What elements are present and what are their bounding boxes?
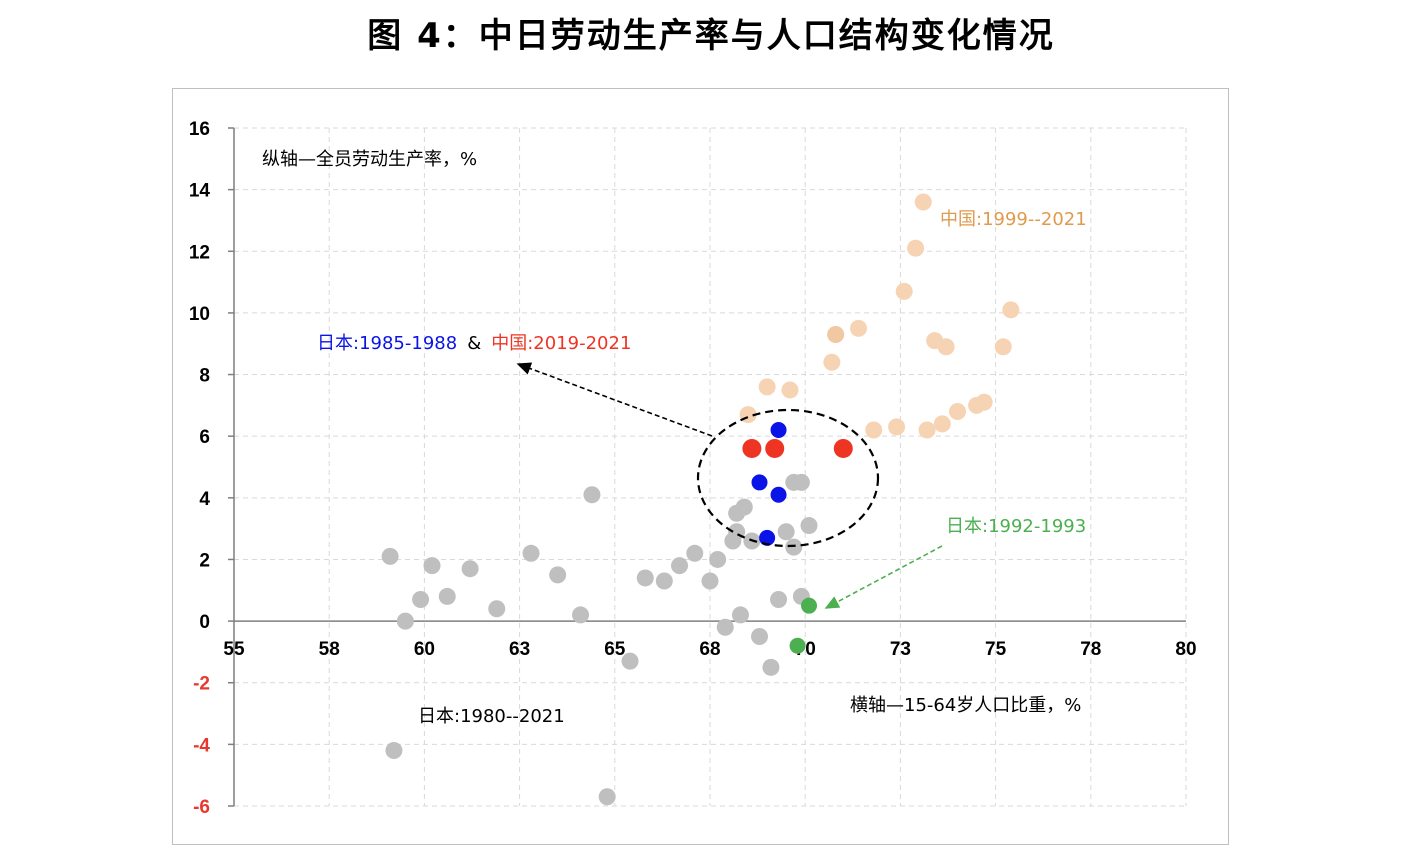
point-japan-1980-2021: [655, 572, 673, 590]
point-japan-1980-2021: [396, 612, 414, 630]
point-china-1999-2021: [1002, 301, 1020, 319]
point-japan-1980-2021: [488, 600, 506, 618]
point-japan-1980-2021: [716, 618, 734, 636]
y-tick-label: -4: [193, 735, 210, 756]
x-tick-label: 80: [1175, 639, 1196, 660]
point-japan-1980-2021: [461, 560, 479, 578]
blue-red-label: 日本:1985-1988 & 中国:2019-2021: [317, 333, 631, 354]
point-japan-1980-2021: [385, 742, 403, 760]
y-tick-label: 8: [199, 366, 210, 387]
x-tick-label: 58: [319, 639, 340, 660]
ampersand-label: &: [467, 333, 481, 354]
point-japan-1980-2021: [583, 486, 601, 504]
x-tick-label: 75: [985, 639, 1007, 660]
point-japan-1980-2021: [598, 788, 616, 806]
point-japan-1980-2021: [709, 550, 727, 568]
point-japan-1985-1988: [751, 474, 768, 491]
point-japan-1980-2021: [777, 523, 795, 541]
point-china-1999-2021: [827, 325, 845, 343]
annotation-arrow-black: [516, 362, 713, 437]
point-china-2019-2021: [765, 439, 785, 459]
point-japan-1980-2021: [671, 557, 689, 575]
point-japan-1980-2021: [686, 544, 704, 562]
point-japan-1980-2021: [762, 658, 780, 676]
x-tick-label: 63: [509, 639, 530, 660]
figure-title: 图 4：中日劳动生产率与人口结构变化情况: [367, 16, 1055, 56]
point-china-1999-2021: [888, 418, 906, 436]
point-japan-1985-1988: [770, 422, 787, 439]
point-japan-1980-2021: [792, 473, 810, 491]
point-japan-1980-2021: [522, 544, 540, 562]
point-japan-1980-2021: [770, 591, 788, 609]
y-tick-label: 10: [189, 304, 210, 325]
data-points: [381, 193, 1020, 806]
point-china-1999-2021: [937, 338, 955, 356]
y-tick-label: 14: [189, 181, 211, 202]
y-tick-label: 12: [189, 242, 210, 263]
japan-1980-2021-label: 日本:1980--2021: [418, 706, 565, 727]
point-china-1999-2021: [758, 378, 776, 396]
x-tick-label: 65: [604, 639, 626, 660]
china-range-label: 中国:1999--2021: [940, 209, 1087, 230]
japan-1992-1993-label: 日本:1992-1993: [946, 516, 1086, 537]
point-japan-1980-2021: [735, 498, 753, 516]
japan-1985-1988-label: 日本:1985-1988: [317, 333, 457, 354]
y-tick-label: -2: [193, 674, 210, 695]
point-china-1999-2021: [918, 421, 936, 439]
x-tick-label: 68: [699, 639, 720, 660]
y-tick-label: 0: [199, 612, 210, 633]
china-2019-2021-label: 中国:2019-2021: [491, 333, 631, 354]
point-japan-1980-2021: [621, 652, 639, 670]
x-tick-label: 55: [223, 639, 245, 660]
x-tick-label: 73: [890, 639, 911, 660]
point-japan-1980-2021: [572, 606, 590, 624]
point-japan-1980-2021: [731, 606, 749, 624]
point-japan-1992-1993: [801, 597, 818, 614]
point-japan-1980-2021: [751, 628, 769, 645]
x-tick-label: 78: [1080, 639, 1101, 660]
point-japan-1980-2021: [800, 517, 818, 535]
y-tick-label: 4: [199, 489, 210, 510]
point-china-1999-2021: [914, 193, 932, 211]
point-japan-1980-2021: [438, 587, 456, 605]
point-china-1999-2021: [865, 421, 883, 439]
point-china-2019-2021: [833, 439, 853, 459]
point-china-2019-2021: [742, 439, 762, 459]
y-axis-note: 纵轴—全员劳动生产率，%: [262, 149, 477, 170]
annotation-arrow-green: [824, 545, 943, 609]
point-japan-1980-2021: [423, 557, 441, 575]
y-tick-label: 16: [189, 119, 210, 140]
point-japan-1992-1993: [789, 637, 806, 654]
point-japan-1985-1988: [759, 529, 776, 546]
chart-frame: [172, 88, 1229, 845]
axes: [228, 127, 1186, 807]
y-tick-label: -6: [193, 797, 210, 818]
point-china-1999-2021: [907, 239, 925, 257]
point-japan-1980-2021: [549, 566, 567, 584]
y-tick-label: 6: [199, 427, 210, 448]
point-japan-1980-2021: [381, 547, 399, 565]
point-china-1999-2021: [933, 415, 951, 433]
point-china-1999-2021: [823, 353, 841, 371]
point-japan-1980-2021: [701, 572, 719, 590]
point-japan-1980-2021: [636, 569, 654, 587]
point-japan-1980-2021: [785, 538, 803, 556]
point-china-1999-2021: [975, 393, 993, 411]
y-tick-label: 2: [199, 550, 210, 571]
point-china-1999-2021: [850, 319, 868, 337]
point-japan-1985-1988: [770, 486, 787, 503]
x-axis-note: 横轴—15-64岁人口比重，%: [850, 695, 1081, 716]
point-china-1999-2021: [949, 403, 967, 421]
point-china-1999-2021: [895, 282, 913, 300]
tick-labels: 55 58 60 63 65 68 70 73 75 78 80-6-4-2024681012141…: [189, 119, 1197, 818]
x-tick-label: 60: [414, 639, 435, 660]
highlight-ellipse: [696, 408, 880, 548]
point-china-1999-2021: [994, 338, 1012, 356]
annotations-layer: 纵轴—全员劳动生产率，% 横轴—15-64岁人口比重，% 中国:1999--2021…: [262, 149, 1087, 727]
point-china-1999-2021: [781, 381, 799, 399]
point-japan-1980-2021: [412, 591, 430, 609]
